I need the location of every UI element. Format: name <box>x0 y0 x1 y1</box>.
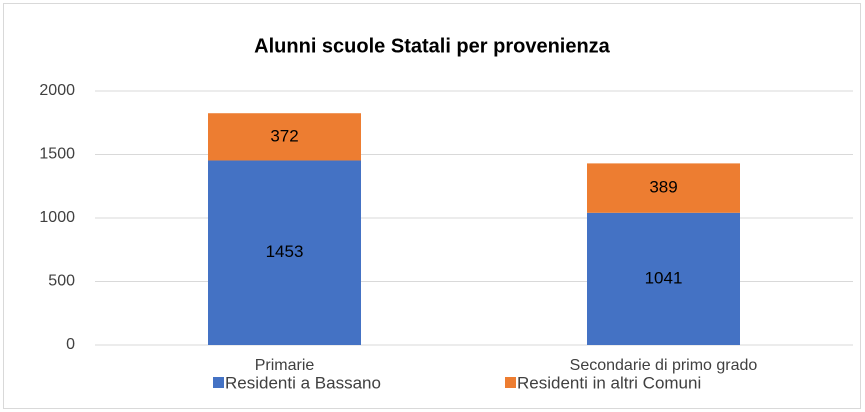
x-tick-label: Primarie <box>255 357 315 374</box>
y-tick-label: 1000 <box>39 209 75 226</box>
y-tick-label: 0 <box>66 336 75 353</box>
data-label: 389 <box>649 178 677 197</box>
bar-segment <box>208 113 361 161</box>
y-tick-label: 1500 <box>39 146 75 163</box>
legend-swatch <box>505 377 516 388</box>
y-tick-label: 500 <box>48 273 75 290</box>
bar-segment <box>208 160 361 345</box>
y-tick-label: 2000 <box>39 82 75 99</box>
data-label: 372 <box>270 126 298 145</box>
x-tick-label: Secondarie di primo grado <box>570 357 758 374</box>
bar-segment <box>587 212 740 345</box>
legend-label: Residenti in altri Comuni <box>517 373 701 392</box>
legend-swatch <box>213 377 224 388</box>
chart-title: Alunni scuole Statali per provenienza <box>254 35 611 57</box>
data-label: 1041 <box>645 268 683 287</box>
bar-segment <box>587 163 740 213</box>
data-label: 1453 <box>266 242 304 261</box>
legend-label: Residenti a Bassano <box>225 373 381 392</box>
